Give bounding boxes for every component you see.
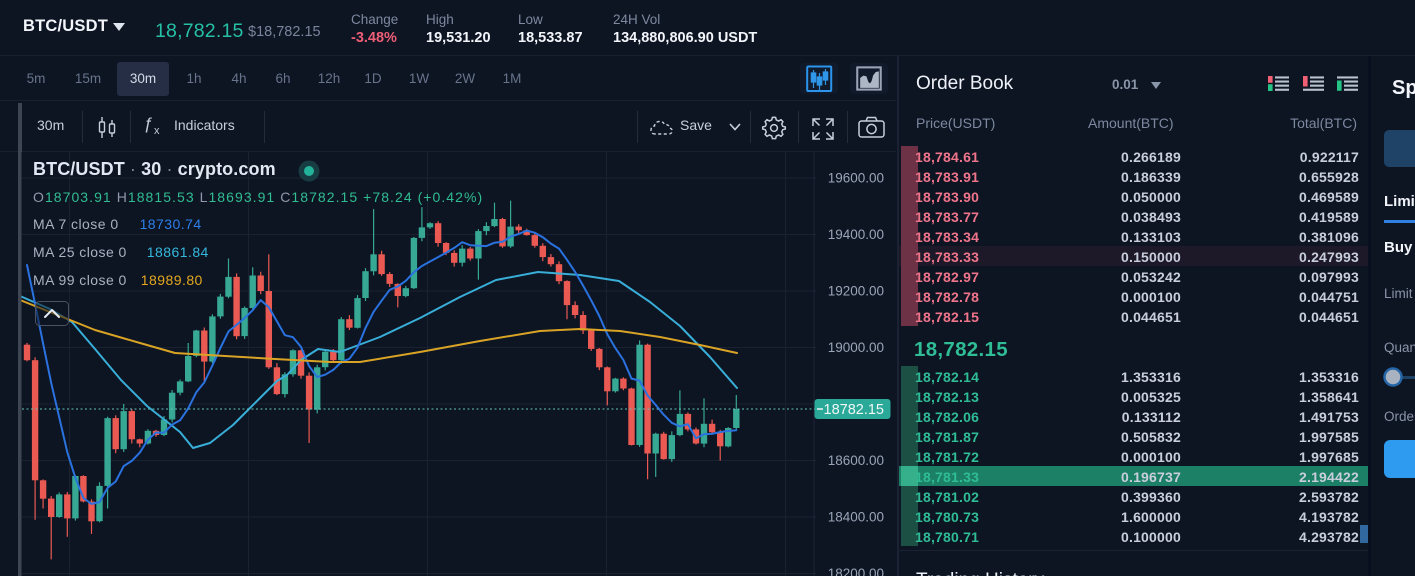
svg-text:18400.00: 18400.00: [828, 510, 884, 525]
svg-text:18782.15: 18782.15: [824, 402, 884, 418]
svg-text:19000.00: 19000.00: [828, 340, 884, 355]
svg-text:19600.00: 19600.00: [828, 171, 884, 186]
svg-text:18600.00: 18600.00: [828, 453, 884, 468]
svg-text:18200.00: 18200.00: [828, 566, 884, 576]
svg-text:19200.00: 19200.00: [828, 284, 884, 299]
svg-text:19400.00: 19400.00: [828, 227, 884, 242]
